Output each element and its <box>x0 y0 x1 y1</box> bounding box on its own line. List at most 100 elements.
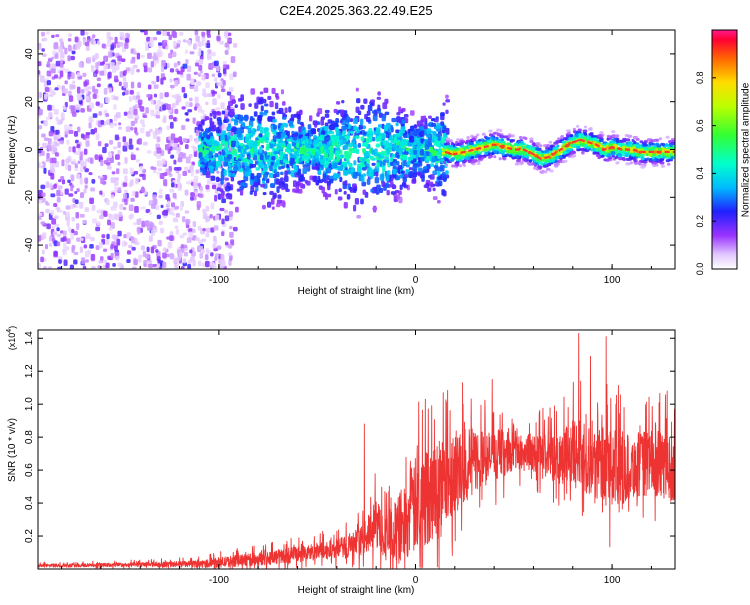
spectrogram-cell <box>123 141 129 147</box>
snr-marks <box>38 332 675 569</box>
spectrogram-cell <box>70 184 75 189</box>
spectrogram-cell <box>226 118 230 123</box>
spectrogram-cell <box>155 110 161 115</box>
spectrogram-cell <box>462 146 468 150</box>
spectrogram-cell <box>128 204 134 212</box>
spectrogram-cell <box>181 106 186 110</box>
spectrogram-cell <box>488 148 493 152</box>
spectrogram-cell <box>398 106 402 113</box>
spectrogram-cell <box>280 89 285 95</box>
spectrogram-cell <box>572 143 576 147</box>
spectrogram-cell <box>341 100 345 104</box>
spectrogram-cell <box>571 137 576 141</box>
spectrogram-cell <box>253 190 257 197</box>
spectrogram-cell <box>125 67 131 72</box>
spectrogram-cell <box>66 157 72 162</box>
spectrogram-cell <box>38 42 42 50</box>
spectrogram-cell <box>71 217 76 222</box>
spectrogram-cell <box>279 146 283 151</box>
spectrogram-cell <box>124 42 129 49</box>
spectrogram-cell <box>70 72 75 79</box>
snr-scale-text: (x104) <box>6 326 17 350</box>
spectrogram-cell <box>365 116 371 123</box>
spectrogram-cell <box>46 202 50 206</box>
spectrogram-cell <box>288 120 294 127</box>
spectrogram-cell <box>140 106 145 112</box>
spectrogram-cell <box>72 146 76 153</box>
spectrogram-cell <box>162 261 167 268</box>
spectrogram-cell <box>123 193 128 200</box>
spectrogram-cell <box>53 183 57 189</box>
spectrogram-cell <box>70 175 75 182</box>
spectrogram-cell <box>168 53 173 59</box>
spectrogram-cell <box>354 135 360 139</box>
spectrogram-cell <box>74 190 78 195</box>
spectrogram-cell <box>513 143 518 147</box>
spectrogram-cell <box>51 217 57 225</box>
spectrogram-cell <box>57 179 62 183</box>
spectrogram-cell <box>216 117 222 122</box>
spectrogram-cell <box>386 161 392 166</box>
spectrogram-cell <box>231 118 235 122</box>
spectrogram-cell <box>80 108 85 113</box>
snr-y-label: SNR (10 * v/v) <box>7 418 18 482</box>
spectrogram-cell <box>55 116 59 122</box>
spectrogram-cell <box>195 237 200 241</box>
spectrogram-cell <box>80 151 84 157</box>
spectrogram-cell <box>269 183 275 188</box>
spectrogram-cell <box>80 133 85 139</box>
spectrogram-cell <box>236 188 241 192</box>
spectrogram-cell <box>191 79 195 86</box>
spectrogram-cell <box>308 140 312 145</box>
spectrogram-cell <box>377 104 381 112</box>
spectrogram-cell <box>339 154 344 158</box>
spectrogram-cell <box>543 170 548 174</box>
spectrogram-cell <box>160 66 165 73</box>
spectrogram-cell <box>80 89 85 94</box>
spectrogram-cell <box>59 209 63 213</box>
spectrogram-cell <box>75 173 81 180</box>
spectrogram-cell <box>359 161 365 168</box>
spectrogram-cell <box>193 189 199 193</box>
spectrogram-cell <box>156 136 161 143</box>
spectrogram-cell <box>139 165 144 172</box>
spectrogram-cell <box>214 194 218 202</box>
spectrogram-cell <box>173 167 179 171</box>
spectrogram-cell <box>170 202 176 208</box>
spectrogram-cell <box>216 35 221 42</box>
spectrogram-cell <box>179 234 185 239</box>
spectrogram-cell <box>106 157 111 162</box>
spectrogram-cell <box>481 156 485 160</box>
spectrogram-cell <box>38 142 41 147</box>
spectrogram-cell <box>493 150 498 154</box>
spectrogram-cell <box>45 157 50 162</box>
spectrogram-cell <box>423 152 427 159</box>
spectrogram-cell <box>371 136 376 142</box>
spectrogram-cell <box>430 118 435 122</box>
snr-x-tick-label: 100 <box>604 575 621 586</box>
spectrogram-cell <box>561 154 566 158</box>
spectrogram-cell <box>234 104 238 108</box>
spectrogram-cell <box>223 209 228 214</box>
spectrogram-cell <box>143 30 148 36</box>
spectrogram-cell <box>353 160 357 166</box>
spectrogram-cell <box>211 73 216 77</box>
spectrogram-cell <box>146 94 151 98</box>
spectrogram-cell <box>314 121 318 128</box>
spectrogram-cell <box>83 188 87 194</box>
spectrogram-cell <box>201 248 205 254</box>
spectrogram-cell <box>105 238 110 246</box>
spectrogram-cell <box>160 77 164 85</box>
spectrogram-cell <box>103 88 108 95</box>
spectrogram-cell <box>67 55 71 62</box>
spectrogram-cell <box>227 131 231 138</box>
spectrogram-cell <box>131 246 136 251</box>
spectrogram-cell <box>352 137 356 143</box>
spectrogram-cell <box>156 75 160 83</box>
spectrogram-cell <box>443 146 449 150</box>
spectrogram-cell <box>356 98 361 104</box>
spectrogram-cell <box>423 184 428 188</box>
spectrogram-cell <box>228 259 232 266</box>
snr-scale-prefix: (x10 <box>7 333 17 351</box>
spectrogram-cell <box>168 34 172 41</box>
